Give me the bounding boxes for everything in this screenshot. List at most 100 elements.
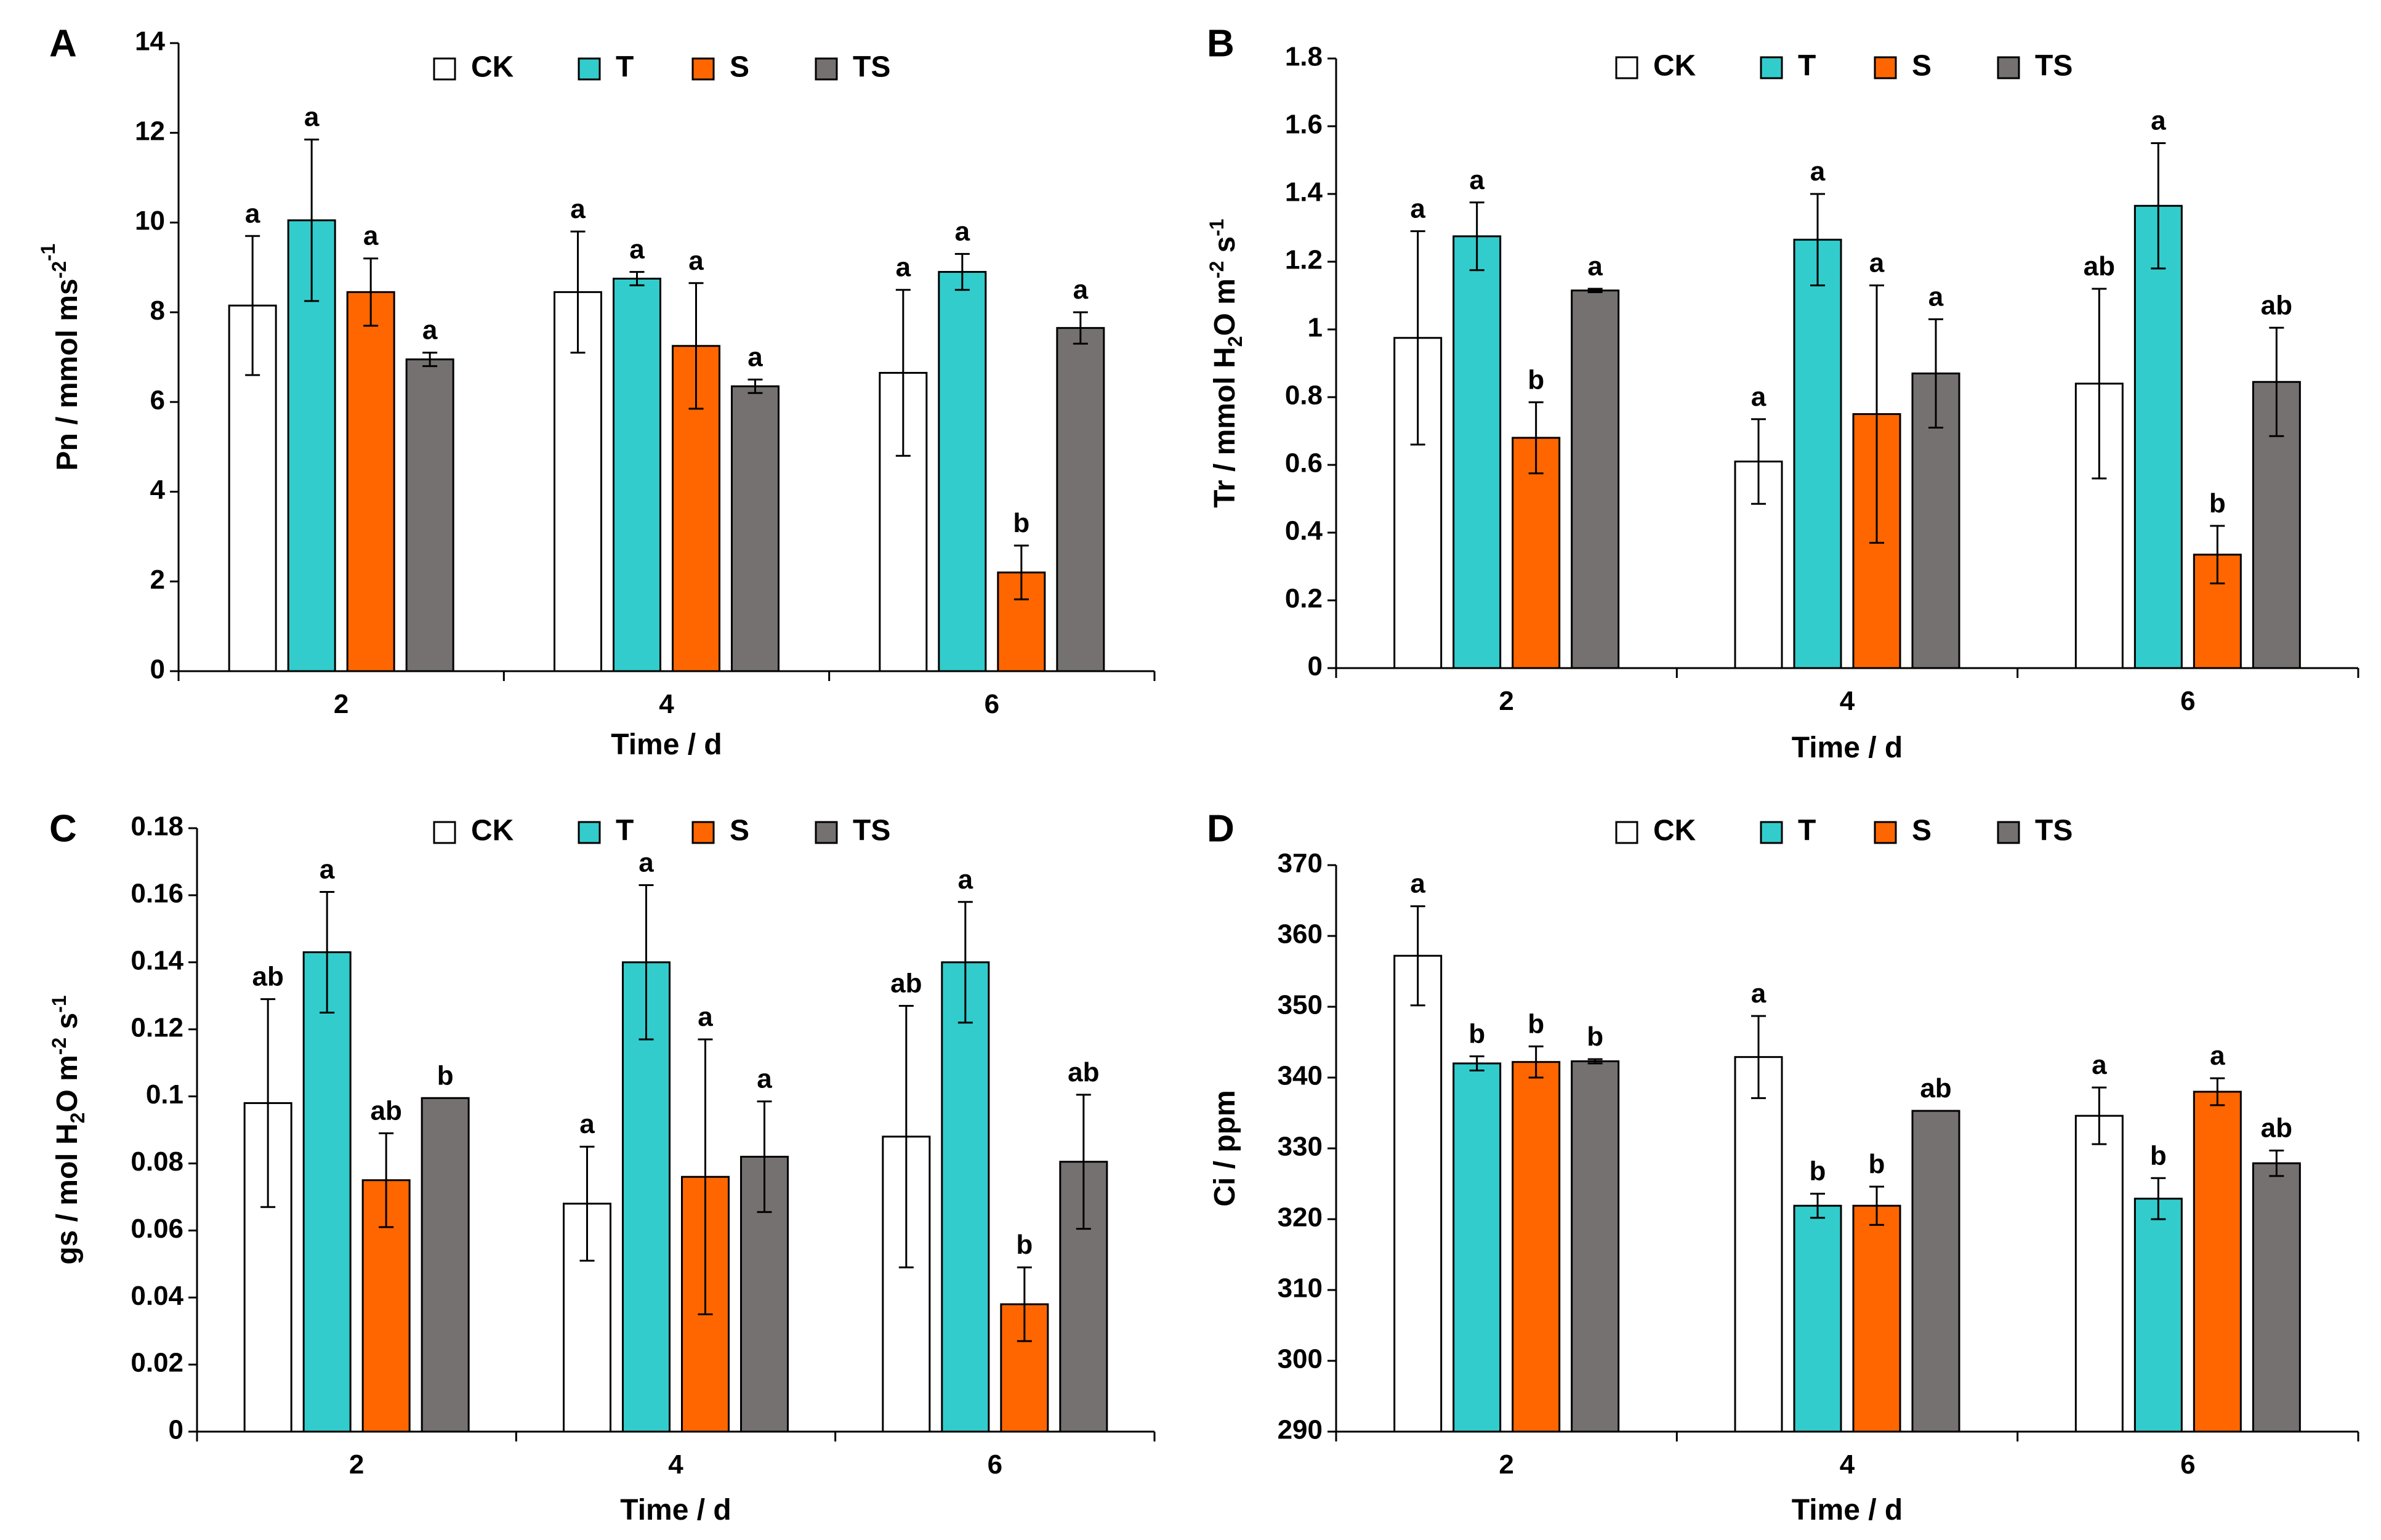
y-tick-label: 0.16 — [131, 879, 183, 909]
y-tick-label: 0.18 — [131, 812, 183, 842]
x-tick-label: 4 — [668, 1449, 683, 1480]
significance-letter: a — [1469, 165, 1485, 195]
significance-letter: a — [2151, 106, 2166, 136]
bar-ts-day2 — [1571, 1060, 1620, 1433]
legend-swatch-ck — [1615, 821, 1638, 844]
bar-t-day4 — [613, 278, 661, 672]
bar-t-day4 — [622, 961, 671, 1433]
y-tick-label: 1.6 — [1285, 110, 1323, 140]
x-tick-label: 4 — [659, 689, 674, 719]
y-axis-title: gs / mol H2O m-2 s-1 — [48, 995, 89, 1264]
significance-letter: a — [1410, 869, 1425, 899]
bar-ts-day6 — [1056, 327, 1105, 672]
y-axis-title-part: -1 — [37, 244, 59, 261]
x-tick-label: 4 — [1840, 686, 1855, 716]
legend-swatch-ck — [1615, 56, 1638, 79]
y-axis-title-part: 2 — [66, 1113, 89, 1124]
significance-letter: a — [320, 854, 335, 884]
y-axis-title: Ci / ppm — [1209, 1090, 1241, 1206]
significance-letter: b — [2209, 488, 2226, 518]
bar-ts-day4 — [1911, 1110, 1960, 1433]
legend-label-t: T — [616, 51, 634, 84]
y-axis-title-part: Tr / mmol H — [1209, 347, 1241, 507]
legend-label-t: T — [616, 815, 634, 847]
bar-ts-day2 — [421, 1097, 470, 1433]
y-axis-title: Pn / mmol ms-2-1 — [37, 244, 84, 471]
significance-letter: ab — [2261, 290, 2292, 320]
legend-label-ts: TS — [2035, 50, 2073, 83]
bar-t-day6 — [941, 961, 990, 1433]
significance-letter: a — [579, 1109, 595, 1139]
significance-letter: a — [958, 865, 973, 895]
chart-panel-d: D 290 300 310 320 330 340 350 360 370 2 4 6 Time / d C… — [1207, 807, 2359, 1526]
panel-letter: C — [49, 807, 77, 850]
panel-letter: D — [1207, 807, 1235, 850]
y-tick-label: 330 — [1278, 1132, 1323, 1162]
bar-ts-day2 — [1571, 289, 1620, 669]
significance-letter: a — [2210, 1041, 2225, 1071]
chart-panel-a: A 0 2 4 6 8 10 12 14 2 4 6 Time / d Pn / mmol ms-2-1 C… — [37, 22, 1156, 761]
legend-swatch-s — [691, 821, 715, 844]
legend-label-s: S — [1912, 50, 1932, 83]
significance-letter: b — [1528, 365, 1544, 395]
significance-letter: b — [1468, 1019, 1485, 1049]
bar-ck-day6 — [2074, 1115, 2124, 1433]
bar-ck-day4 — [1734, 1056, 1783, 1433]
legend-swatch-t — [1760, 821, 1783, 844]
y-tick-label: 300 — [1278, 1344, 1323, 1374]
bar-t-day2 — [302, 951, 352, 1433]
significance-letter: ab — [370, 1095, 401, 1126]
y-axis-title-part: -2 — [1206, 261, 1228, 278]
legend-label-ck: CK — [471, 815, 514, 847]
bar-ck-day4 — [554, 291, 602, 672]
y-tick-label: 0 — [1308, 651, 1323, 682]
y-tick-label: 0.06 — [131, 1214, 183, 1244]
y-axis-title-part: -1 — [1206, 219, 1228, 236]
panel-letter: B — [1207, 22, 1235, 65]
y-axis-title-part: gs / mol H — [51, 1123, 84, 1264]
legend-label-t: T — [1798, 50, 1816, 83]
y-tick-label: 310 — [1278, 1273, 1323, 1304]
legend-label-ts: TS — [853, 815, 890, 847]
significance-letter: a — [629, 235, 645, 265]
legend-swatch-ts — [1997, 821, 2020, 844]
y-axis-title: Tr / mmol H2O m-2 s-1 — [1206, 219, 1246, 507]
significance-letter: a — [245, 198, 260, 228]
bar-ck-day2 — [1393, 954, 1443, 1433]
y-tick-label: 0.02 — [131, 1348, 183, 1378]
x-axis-title: Time / d — [1792, 1494, 1903, 1526]
y-axis-title-part: O m — [1209, 278, 1241, 336]
legend-swatch-t — [578, 57, 601, 81]
bar-t-day4 — [1793, 1204, 1842, 1433]
legend-label-ts: TS — [853, 51, 890, 84]
x-axis-title: Time / d — [611, 728, 722, 761]
y-axis-title-part: Ci / ppm — [1209, 1090, 1241, 1206]
y-tick-label: 320 — [1278, 1203, 1323, 1233]
y-tick-label: 0.8 — [1285, 381, 1323, 411]
bar-t-day6 — [2133, 204, 2183, 669]
legend-swatch-ts — [1997, 56, 2020, 79]
y-tick-label: 0.04 — [131, 1281, 183, 1311]
significance-letter: a — [363, 221, 379, 251]
significance-letter: b — [1528, 1009, 1544, 1039]
y-tick-label: 1.4 — [1285, 177, 1323, 208]
bar-t-day2 — [1452, 1062, 1502, 1433]
x-tick-label: 2 — [334, 689, 348, 719]
significance-letter: a — [1587, 251, 1603, 281]
legend-swatch-s — [1874, 56, 1897, 79]
y-tick-label: 0.2 — [1285, 584, 1323, 614]
y-tick-label: 350 — [1278, 990, 1323, 1020]
chart-panel-b: B 0 0.2 0.4 0.6 0.8 1 1.2 1.4 1.6 1.8 2 4 6 Time / d Tr… — [1206, 22, 2359, 764]
y-axis-title-part: s — [51, 1013, 84, 1038]
y-tick-label: 2 — [150, 565, 165, 595]
x-tick-label: 6 — [985, 689, 999, 719]
significance-letter: a — [1869, 248, 1885, 278]
bar-s-day2 — [346, 291, 395, 672]
y-tick-label: 1 — [1308, 313, 1323, 343]
chart-panel-c: C 0 0.02 0.04 0.06 0.08 0.1 0.12 0.14 0.16 0.18 2 4 6… — [48, 807, 1156, 1526]
y-tick-label: 12 — [135, 116, 165, 146]
y-tick-label: 10 — [135, 206, 165, 236]
significance-letter: a — [1810, 156, 1826, 187]
y-tick-label: 1.2 — [1285, 245, 1323, 275]
